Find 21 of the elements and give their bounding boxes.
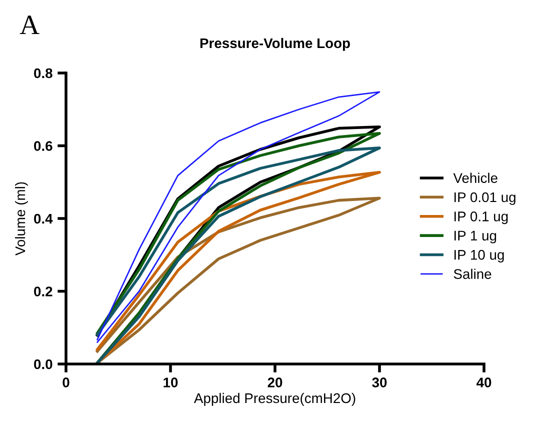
legend-label: Saline — [454, 268, 492, 279]
y-axis-title: Volume (ml) — [14, 182, 28, 256]
y-tick-label: 0.4 — [34, 214, 53, 224]
y-tick-label: 0.8 — [34, 68, 52, 78]
legend-label: IP 1 ug — [454, 230, 496, 244]
text: A — [20, 16, 40, 34]
x-tick-label: 40 — [476, 378, 492, 388]
x-tick-label: 10 — [164, 378, 178, 388]
legend-label: Vehicle — [453, 172, 498, 183]
y-tick-label: 0.2 — [34, 286, 52, 296]
y-tick-label: 0.0 — [34, 359, 52, 370]
x-tick-label: 20 — [268, 378, 282, 388]
x-tick-label: 0 — [62, 378, 70, 388]
y-tick-label: 0.6 — [34, 141, 52, 151]
line-series — [96, 91, 380, 343]
x-axis-title: Applied Pressure(cmH2O) — [194, 392, 356, 406]
x-tick-label: 30 — [372, 378, 387, 388]
legend-label: IP 0.01 ug — [454, 192, 516, 205]
chart-title: Pressure-Volume Loop — [200, 38, 350, 51]
legend-label: IP 10 ug — [454, 250, 504, 262]
legend-label: IP 0.1 ug — [454, 212, 508, 224]
